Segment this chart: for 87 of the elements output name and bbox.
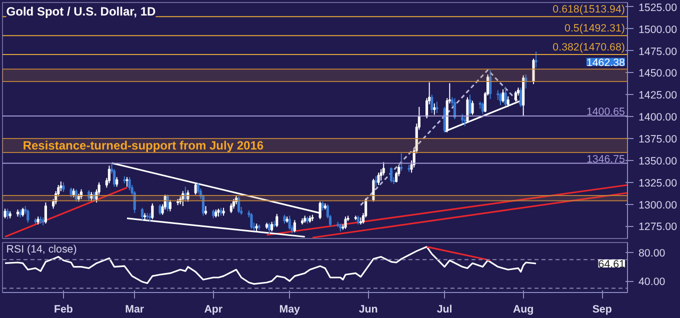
candlestick xyxy=(80,188,83,200)
candlestick xyxy=(288,215,291,230)
candlestick xyxy=(166,194,169,212)
y-tick-label: 1350.00 xyxy=(638,155,678,168)
candlestick xyxy=(430,94,434,114)
candlestick xyxy=(532,58,535,85)
candlestick xyxy=(116,176,118,188)
band-label: Resistance-turned-support from July 2016 xyxy=(22,138,264,153)
candlestick xyxy=(108,165,110,184)
y-tick-label: 1400.00 xyxy=(638,112,678,124)
ref-line-label: 0.618(1513.94) xyxy=(552,4,625,16)
line-series xyxy=(4,246,537,285)
y-tick-label: 80.00 xyxy=(638,248,666,260)
x-tick-label: Mar xyxy=(125,304,144,316)
candlestick xyxy=(520,87,522,108)
candlestick xyxy=(436,101,438,114)
annotation: 1462.38 xyxy=(586,56,626,69)
candlestick xyxy=(44,202,47,224)
candlestick xyxy=(377,172,380,186)
y-tick-label: 40.00 xyxy=(638,276,666,288)
candlestick xyxy=(268,222,271,235)
x-tick-label: Jul xyxy=(436,304,452,316)
y-tick-label: 1275.00 xyxy=(638,221,678,234)
candlestick xyxy=(464,116,466,127)
candlestick xyxy=(62,182,65,192)
ref-line-label: 0.5(1492.31) xyxy=(564,22,625,35)
candlestick xyxy=(481,102,484,114)
candlestick xyxy=(74,188,78,202)
annotation: 64.61 xyxy=(598,258,626,270)
y-tick-label: 1500.00 xyxy=(638,24,678,36)
candlestick xyxy=(374,176,378,188)
candlestick xyxy=(186,190,190,202)
x-tick-label: Sep xyxy=(592,304,612,316)
y-tick-label: 1300.00 xyxy=(638,199,678,212)
candlestick xyxy=(534,51,538,68)
candlestick xyxy=(88,190,90,202)
candlestick xyxy=(400,152,403,172)
candlestick xyxy=(433,102,436,116)
candlestick xyxy=(250,212,253,230)
x-tick-label: Aug xyxy=(512,304,534,316)
candlestick xyxy=(461,113,464,124)
y-tick-label: 1325.00 xyxy=(638,177,678,190)
candlestick xyxy=(168,199,172,212)
chart-title: Gold Spot / U.S. Dollar, 1D xyxy=(6,4,156,18)
candlestick xyxy=(92,192,96,202)
candlestick xyxy=(232,198,235,210)
x-tick-label: May xyxy=(279,304,300,316)
chart-title: RSI (14, close) xyxy=(6,244,77,256)
candlestick xyxy=(270,221,274,232)
ref-line-label: 1400.65 xyxy=(586,106,626,118)
ref-line-label: 0.382(1470.68) xyxy=(552,42,625,54)
candlestick xyxy=(372,178,375,202)
candlestick xyxy=(140,207,144,221)
y-tick-label: 1450.00 xyxy=(638,68,678,80)
candlestick xyxy=(276,213,278,228)
candlestick xyxy=(524,74,528,89)
candlestick xyxy=(6,208,9,220)
candlestick xyxy=(471,100,474,116)
candlestick xyxy=(184,186,187,202)
candlestick xyxy=(489,70,492,100)
candlestick xyxy=(293,220,296,233)
candlestick xyxy=(126,176,128,188)
candlestick xyxy=(4,208,6,219)
x-tick-label: Jun xyxy=(358,304,378,316)
candlestick xyxy=(194,182,197,196)
candlestick xyxy=(237,196,240,214)
candlestick xyxy=(453,98,456,120)
y-tick-label: 1525.00 xyxy=(638,2,678,14)
candlestick xyxy=(468,94,472,116)
candlestick xyxy=(158,204,162,216)
candlestick xyxy=(390,166,393,183)
ref-line-label: 1346.75 xyxy=(586,153,626,166)
candlestick xyxy=(26,209,30,224)
x-tick-label: Apr xyxy=(204,304,223,316)
y-tick-label: 1475.00 xyxy=(638,46,678,58)
candlestick xyxy=(502,88,504,104)
candlestick xyxy=(443,106,446,133)
candlestick xyxy=(182,190,184,207)
candlestick xyxy=(70,187,72,198)
candlestick xyxy=(499,92,502,106)
y-tick-label: 1375.00 xyxy=(638,133,678,146)
candlestick xyxy=(344,216,347,230)
candlestick xyxy=(230,202,232,214)
candlestick xyxy=(128,176,131,191)
y-tick-label: 1425.00 xyxy=(638,90,678,102)
candlestick xyxy=(504,86,507,107)
x-tick-label: Feb xyxy=(54,304,74,316)
